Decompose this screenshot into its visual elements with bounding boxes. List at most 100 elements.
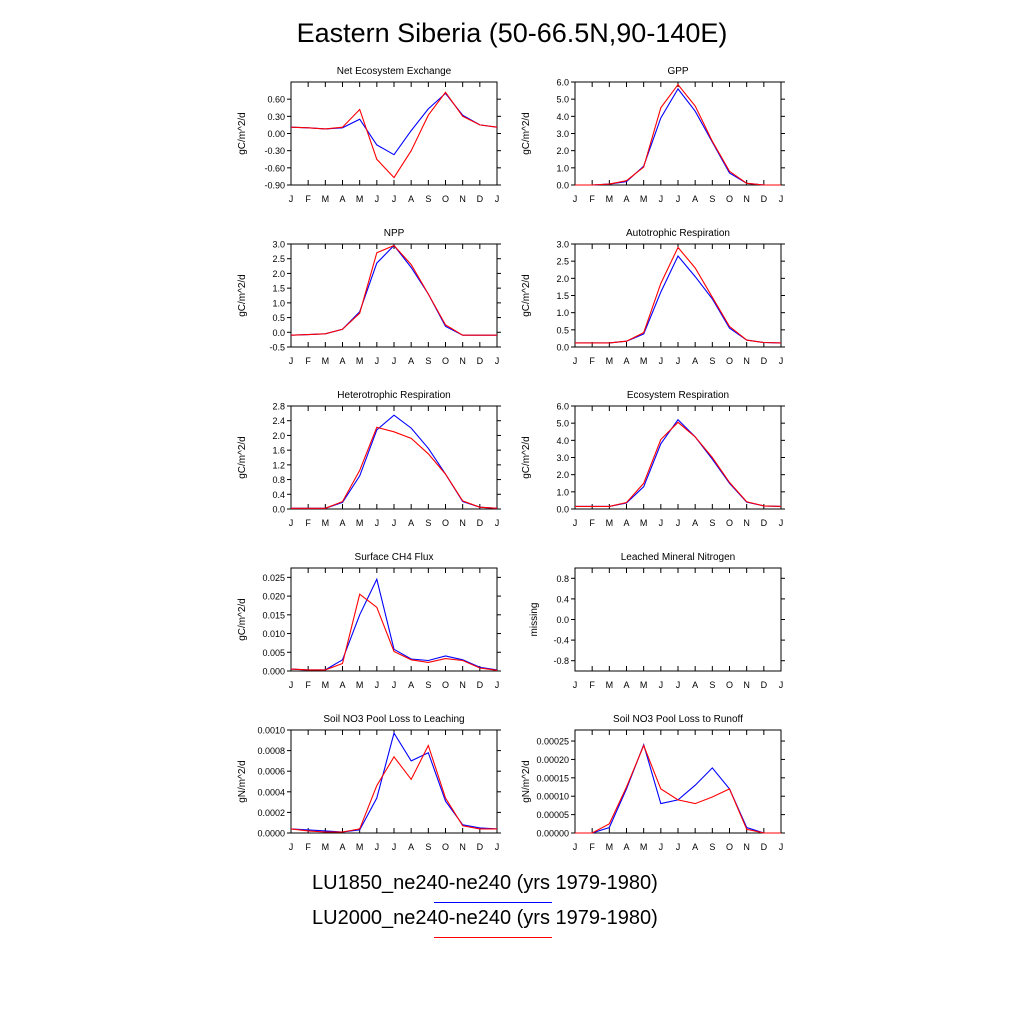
y-tick-label: 0.010 xyxy=(262,629,285,639)
y-tick-label: 0.00005 xyxy=(536,810,569,820)
x-tick-label: J xyxy=(779,356,784,366)
x-tick-label: N xyxy=(459,842,466,852)
y-tick-label: 0.0006 xyxy=(257,767,285,777)
y-tick-label: 0.0004 xyxy=(257,787,285,797)
plot-frame xyxy=(290,81,498,186)
x-tick-label: M xyxy=(322,680,330,690)
y-tick-label: 6.0 xyxy=(556,402,569,412)
x-tick-label: J xyxy=(676,518,681,528)
panel-title: GPP xyxy=(667,66,688,77)
plot-frame xyxy=(574,567,782,672)
series-line-2 xyxy=(575,83,781,186)
x-tick-label: J xyxy=(392,356,397,366)
series-line-2 xyxy=(291,426,498,509)
x-tick-label: F xyxy=(305,518,311,528)
panel-10: J F M A M J J A S O N D J0.000000.000050.000100.0001… xyxy=(521,714,785,852)
y-tick-label: -0.90 xyxy=(264,181,285,191)
x-tick-label: A xyxy=(339,518,345,528)
x-tick-label: M xyxy=(606,680,614,690)
x-tick-label: F xyxy=(305,194,311,204)
y-tick-label: 0.60 xyxy=(267,95,285,105)
series-line-2 xyxy=(290,244,497,336)
y-tick-label: 0.00020 xyxy=(536,755,569,765)
x-tick-label: M xyxy=(640,518,648,528)
x-tick-label: S xyxy=(425,518,431,528)
x-tick-label: M xyxy=(356,680,364,690)
x-tick-label: F xyxy=(589,194,595,204)
y-tick-label: 1.0 xyxy=(556,308,569,318)
x-tick-label: N xyxy=(459,518,466,528)
y-tick-label: 0.00000 xyxy=(536,829,569,839)
x-tick-label: F xyxy=(589,842,595,852)
y-tick-label: 0.0 xyxy=(272,328,285,338)
series-line-1 xyxy=(290,244,497,336)
x-tick-label: A xyxy=(623,680,629,690)
x-tick-label: J xyxy=(375,194,380,204)
x-tick-label: J xyxy=(375,842,380,852)
panel-9: J F M A M J J A S O N D J0.00000.00020.00040.00060.0… xyxy=(237,714,501,852)
x-tick-label: S xyxy=(709,194,715,204)
x-tick-label: J xyxy=(392,518,397,528)
figure-title: Eastern Siberia (50-66.5N,90-140E) xyxy=(296,18,728,48)
panel-title: Soil NO3 Pool Loss to Runoff xyxy=(613,714,743,725)
x-tick-label: O xyxy=(726,518,733,528)
x-tick-label: M xyxy=(322,356,330,366)
y-tick-label: 0.5 xyxy=(556,325,569,335)
x-tick-label: M xyxy=(640,356,648,366)
y-tick-label: 1.2 xyxy=(272,460,285,470)
x-tick-label: J xyxy=(659,842,664,852)
x-tick-label: J xyxy=(289,194,294,204)
series-line-1 xyxy=(291,414,498,509)
x-tick-label: S xyxy=(709,518,715,528)
x-tick-label: A xyxy=(408,842,414,852)
x-tick-label: D xyxy=(477,680,484,690)
y-tick-label: 1.0 xyxy=(556,487,569,497)
x-tick-label: N xyxy=(743,518,750,528)
y-tick-label: 0.0000 xyxy=(257,829,285,839)
x-tick-label: S xyxy=(425,356,431,366)
x-tick-label: M xyxy=(640,680,648,690)
y-tick-label: 0.015 xyxy=(262,610,285,620)
x-tick-label: J xyxy=(659,518,664,528)
x-tick-label: D xyxy=(761,518,768,528)
series-line-1 xyxy=(575,254,782,344)
x-tick-label: F xyxy=(589,680,595,690)
plot-frame xyxy=(290,567,498,672)
y-tick-label: -0.5 xyxy=(269,343,285,353)
x-tick-label: M xyxy=(356,842,364,852)
y-tick-label: 1.0 xyxy=(272,298,285,308)
panel-title: Ecosystem Respiration xyxy=(627,390,729,401)
y-tick-label: 1.5 xyxy=(272,284,285,294)
y-tick-label: 2.0 xyxy=(272,431,285,441)
x-tick-label: N xyxy=(459,356,466,366)
y-tick-label: 0.30 xyxy=(267,112,285,122)
x-tick-label: J xyxy=(495,518,500,528)
x-tick-label: N xyxy=(459,194,466,204)
legend-entry-2: LU2000_ne240-ne240 (yrs 1979-1980) xyxy=(312,907,658,929)
legend-entry-1: LU1850_ne240-ne240 (yrs 1979-1980) xyxy=(312,872,658,894)
x-tick-label: J xyxy=(573,842,578,852)
x-tick-label: J xyxy=(573,356,578,366)
x-tick-label: O xyxy=(442,842,449,852)
x-tick-label: F xyxy=(305,680,311,690)
x-tick-label: O xyxy=(726,842,733,852)
panel-title: Autotrophic Respiration xyxy=(626,228,730,239)
y-tick-label: 0.00010 xyxy=(536,792,569,802)
x-tick-label: A xyxy=(408,518,414,528)
y-tick-label: 5.0 xyxy=(556,419,569,429)
y-tick-label: 2.5 xyxy=(272,254,285,264)
plot-frame xyxy=(290,405,498,510)
x-tick-label: J xyxy=(289,842,294,852)
y-tick-label: 2.5 xyxy=(556,257,569,267)
x-tick-label: N xyxy=(743,356,750,366)
y-axis-label: gC/m^2/d xyxy=(237,112,248,155)
y-tick-label: 0.005 xyxy=(262,648,285,658)
panel-7: J F M A M J J A S O N D J0.0000.0050.0100.0150.0200.… xyxy=(237,552,501,690)
y-tick-label: 0.0 xyxy=(556,181,569,191)
panel-title: Surface CH4 Flux xyxy=(355,552,434,563)
x-tick-label: A xyxy=(692,356,698,366)
plot-frame xyxy=(290,243,498,348)
x-tick-label: M xyxy=(606,194,614,204)
y-axis-label: gC/m^2/d xyxy=(521,112,532,155)
